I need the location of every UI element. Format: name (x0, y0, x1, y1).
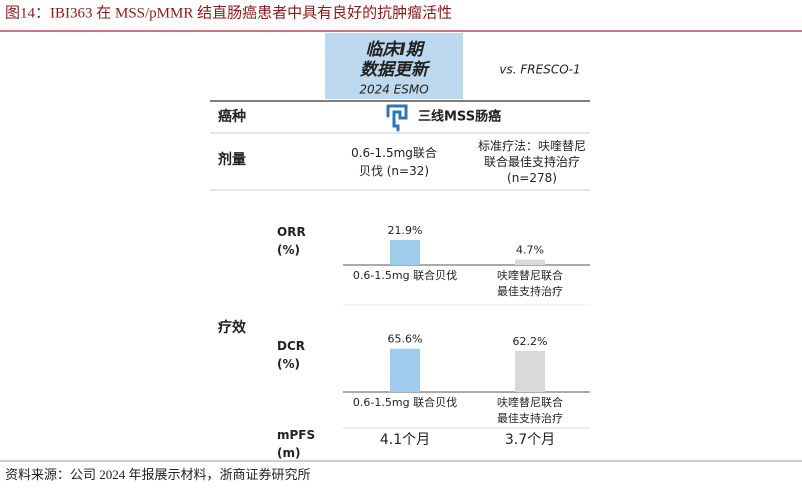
mpfs-value: 4.1个月 (380, 432, 430, 448)
value-label: 21.9% (388, 224, 423, 237)
mpfs-label: mPFS (m) (277, 428, 315, 460)
figure-title: 图14：IBI363 在 MSS/pMMR 结直肠癌患者中具有良好的抗肿瘤活性 (5, 4, 452, 21)
intestine-icon (386, 104, 408, 132)
cancer-type: 三线MSS肠癌 (418, 109, 501, 125)
dose-arm1: 0.6-1.5mg联合贝伐 (n=32) (351, 145, 437, 178)
y-axis-label: DCR (%) (277, 339, 305, 371)
meeting-label: 2024 ESMO (359, 83, 428, 97)
category-label: 0.6-1.5mg 联合贝伐 (353, 268, 457, 282)
header-box (325, 33, 463, 99)
bar (515, 350, 545, 392)
value-label: 65.6% (388, 333, 423, 346)
bar (390, 348, 420, 392)
mpfs-value: 3.7个月 (505, 432, 555, 448)
bar (390, 240, 420, 265)
value-label: 4.7% (516, 244, 544, 257)
comparator-label: vs. FRESCO-1 (499, 63, 580, 77)
dose-arm2: 标准疗法：呋喹替尼联合最佳支持治疗(n=278) (478, 138, 586, 185)
y-axis-label: ORR (%) (277, 225, 306, 257)
value-label: 62.2% (513, 335, 548, 348)
row-label: 疗效 (218, 319, 247, 336)
row-label: 癌种 (218, 108, 246, 125)
category-label: 0.6-1.5mg 联合贝伐 (353, 395, 457, 409)
trial-label: 临床I期数据更新 (360, 40, 431, 80)
category-label: 呋喹替尼联合最佳支持治疗 (497, 395, 563, 425)
row-label: 剂量 (218, 151, 246, 168)
bar (515, 259, 545, 265)
category-label: 呋喹替尼联合最佳支持治疗 (497, 268, 563, 298)
source-note: 资料来源：公司 2024 年报展示材料，浙商证券研究所 (5, 467, 311, 482)
